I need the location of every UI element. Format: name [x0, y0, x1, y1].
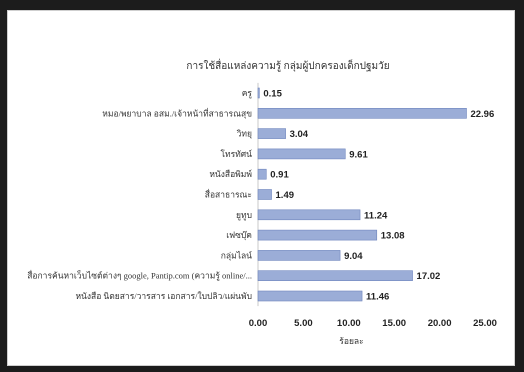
data-label: 1.49 — [276, 190, 295, 201]
data-label: 0.15 — [263, 89, 282, 100]
x-tick-label: 25.00 — [473, 318, 497, 329]
x-tick-label: 0.00 — [249, 318, 268, 329]
category-label: วิทยุ — [236, 129, 252, 140]
x-tick-label: 10.00 — [337, 318, 361, 329]
category-label: หมอ/พยาบาล อสม./เจ้าหน้าที่สาธารณสุข — [102, 107, 252, 119]
category-label: ยูทูบ — [236, 210, 252, 221]
x-tick-label: 20.00 — [428, 318, 452, 329]
category-label: หนังสือ นิตยสาร/วารสาร เอกสาร/ใบปลิว/แผ่… — [75, 291, 252, 301]
x-axis-title: ร้อยละ — [339, 336, 363, 346]
data-label: 13.08 — [381, 231, 405, 242]
bar — [257, 229, 378, 241]
data-label: 22.96 — [470, 109, 494, 120]
data-label: 3.04 — [290, 129, 309, 140]
bar — [257, 250, 341, 261]
chart-title: การใช้สื่อแหล่งความรู้ กลุ่มผู้ปกครองเด็… — [186, 58, 389, 72]
bar-chart: การใช้สื่อแหล่งความรู้ กลุ่มผู้ปกครองเด็… — [27, 58, 497, 346]
bar — [257, 148, 346, 160]
chart-frame: การใช้สื่อแหล่งความรู้ กลุ่มผู้ปกครองเด็… — [7, 10, 515, 366]
category-label: สื่อการค้นหาเว็บไซต์ต่างๆ google, Pantip… — [27, 270, 252, 282]
data-label: 9.61 — [349, 149, 368, 160]
data-label: 11.46 — [366, 292, 389, 303]
data-label: 17.02 — [417, 271, 441, 282]
bar — [257, 168, 267, 180]
category-label: กลุ่มไลน์ — [221, 250, 252, 261]
x-tick-label: 5.00 — [294, 318, 313, 329]
category-label: หนังสือพิมพ์ — [209, 169, 252, 179]
category-label: เฟซบุ๊ค — [226, 230, 252, 241]
data-label: 9.04 — [344, 251, 363, 262]
x-tick-label: 15.00 — [382, 318, 406, 329]
category-label: โทรทัศน์ — [220, 149, 252, 159]
data-label: 0.91 — [270, 170, 289, 181]
bar — [257, 189, 272, 200]
bar — [257, 290, 363, 302]
category-label: สื่อสาธารณะ — [205, 189, 252, 200]
bar — [257, 108, 467, 119]
bar — [257, 87, 260, 99]
data-label: 11.24 — [364, 210, 388, 221]
category-label: ครู — [242, 88, 253, 99]
bar — [257, 209, 361, 221]
bar — [257, 270, 413, 282]
bar — [257, 128, 286, 139]
